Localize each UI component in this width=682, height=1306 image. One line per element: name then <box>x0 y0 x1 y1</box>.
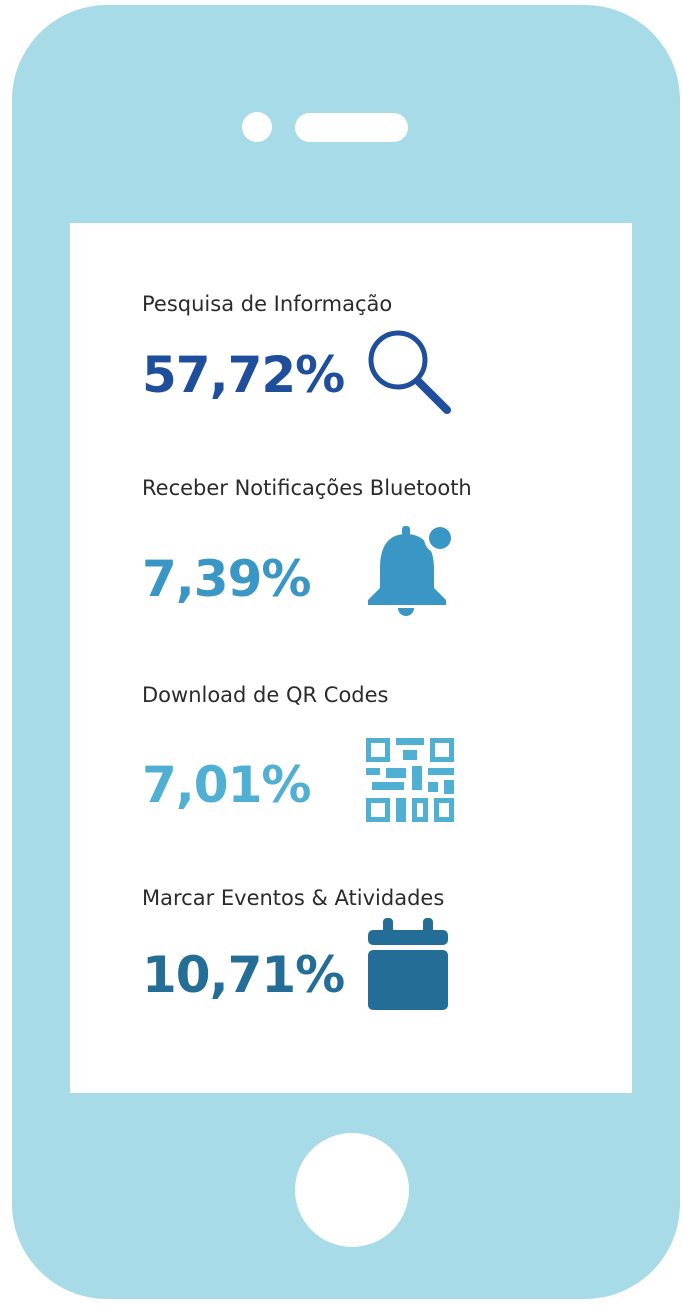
item-value: 10,71% <box>142 946 344 1004</box>
speaker <box>295 113 408 142</box>
home-button <box>295 1133 409 1247</box>
bell-icon <box>368 522 456 616</box>
item-value: 57,72% <box>142 346 344 404</box>
item-label: Receber Notificações Bluetooth <box>142 476 472 500</box>
calendar-icon <box>368 918 448 1010</box>
qr-icon <box>366 738 454 822</box>
item-label: Pesquisa de Informação <box>142 292 392 316</box>
item-label: Marcar Eventos & Atividades <box>142 886 444 910</box>
screen <box>70 223 632 1093</box>
search-icon <box>368 330 451 414</box>
item-value: 7,39% <box>142 550 310 608</box>
item-value: 7,01% <box>142 756 310 814</box>
item-label: Download de QR Codes <box>142 683 388 707</box>
camera <box>242 112 272 142</box>
